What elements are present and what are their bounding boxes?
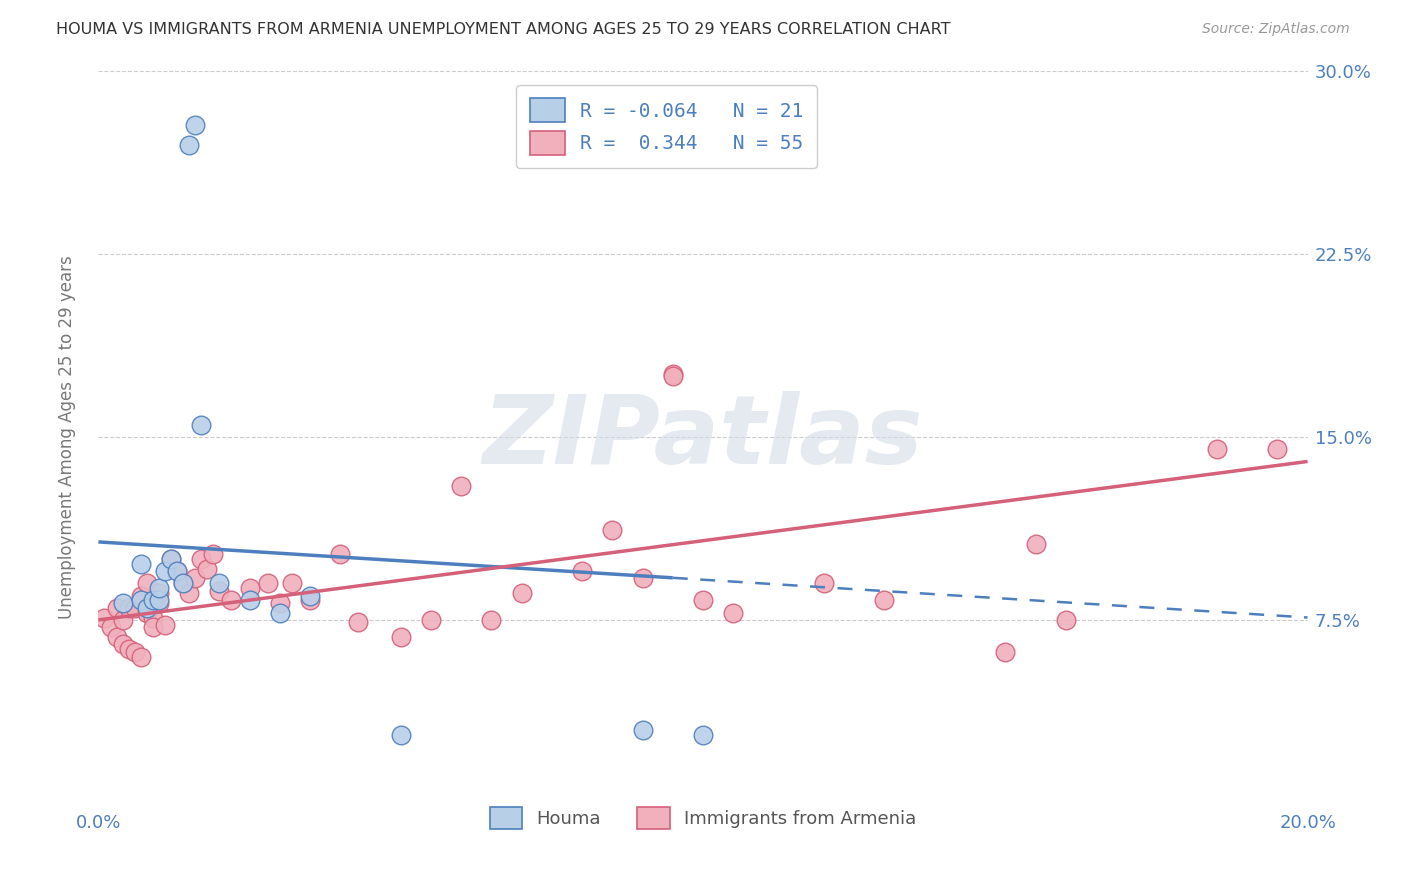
Point bbox=[269, 606, 291, 620]
Point bbox=[172, 576, 194, 591]
Text: Source: ZipAtlas.com: Source: ZipAtlas.com bbox=[1202, 22, 1350, 37]
Point bbox=[179, 586, 201, 600]
Point bbox=[153, 564, 176, 578]
Point bbox=[142, 610, 165, 624]
Text: ZIPatlas: ZIPatlas bbox=[482, 391, 924, 483]
Point bbox=[873, 593, 896, 607]
Point bbox=[135, 576, 157, 591]
Point bbox=[148, 593, 170, 607]
Point bbox=[994, 645, 1017, 659]
Point bbox=[100, 620, 122, 634]
Point bbox=[450, 479, 472, 493]
Point bbox=[389, 727, 412, 741]
Text: HOUMA VS IMMIGRANTS FROM ARMENIA UNEMPLOYMENT AMONG AGES 25 TO 29 YEARS CORRELAT: HOUMA VS IMMIGRANTS FROM ARMENIA UNEMPLO… bbox=[56, 22, 950, 37]
Point bbox=[389, 630, 412, 644]
Point bbox=[129, 557, 152, 571]
Point bbox=[571, 564, 593, 578]
Point bbox=[723, 606, 745, 620]
Point bbox=[111, 596, 134, 610]
Point bbox=[195, 562, 218, 576]
Point bbox=[160, 552, 183, 566]
Point bbox=[190, 552, 212, 566]
Point bbox=[661, 367, 683, 381]
Point bbox=[142, 593, 165, 607]
Point bbox=[118, 642, 141, 657]
Point bbox=[111, 613, 134, 627]
Point bbox=[118, 600, 141, 615]
Point bbox=[269, 596, 291, 610]
Point bbox=[1024, 537, 1046, 551]
Point bbox=[184, 118, 207, 132]
Point bbox=[105, 600, 128, 615]
Point bbox=[208, 576, 231, 591]
Point bbox=[281, 576, 304, 591]
Point bbox=[239, 593, 262, 607]
Point bbox=[184, 572, 207, 586]
Point bbox=[129, 649, 152, 664]
Point bbox=[208, 583, 231, 598]
Point bbox=[510, 586, 533, 600]
Point bbox=[124, 600, 146, 615]
Point bbox=[166, 564, 188, 578]
Point bbox=[1054, 613, 1077, 627]
Legend: Houma, Immigrants from Armenia: Houma, Immigrants from Armenia bbox=[481, 797, 925, 838]
Point bbox=[105, 630, 128, 644]
Point bbox=[135, 600, 157, 615]
Point bbox=[153, 617, 176, 632]
Point bbox=[631, 572, 654, 586]
Point bbox=[813, 576, 835, 591]
Point bbox=[221, 593, 243, 607]
Point bbox=[602, 523, 624, 537]
Point bbox=[256, 576, 278, 591]
Point bbox=[148, 581, 170, 595]
Point bbox=[142, 620, 165, 634]
Point bbox=[172, 576, 194, 591]
Point bbox=[148, 596, 170, 610]
Point bbox=[481, 613, 503, 627]
Point bbox=[124, 645, 146, 659]
Point bbox=[160, 552, 183, 566]
Point bbox=[129, 589, 152, 603]
Point bbox=[148, 586, 170, 600]
Point bbox=[661, 369, 683, 384]
Y-axis label: Unemployment Among Ages 25 to 29 years: Unemployment Among Ages 25 to 29 years bbox=[58, 255, 76, 619]
Point bbox=[129, 593, 152, 607]
Point bbox=[299, 593, 322, 607]
Point bbox=[135, 606, 157, 620]
Point bbox=[420, 613, 443, 627]
Point bbox=[1206, 442, 1229, 457]
Point bbox=[347, 615, 370, 630]
Point bbox=[190, 417, 212, 432]
Point bbox=[1267, 442, 1289, 457]
Point bbox=[166, 564, 188, 578]
Point bbox=[299, 589, 322, 603]
Point bbox=[631, 723, 654, 737]
Point bbox=[111, 637, 134, 651]
Point bbox=[179, 137, 201, 152]
Point bbox=[692, 593, 714, 607]
Point bbox=[329, 547, 352, 561]
Point bbox=[202, 547, 225, 561]
Point bbox=[239, 581, 262, 595]
Point bbox=[93, 610, 115, 624]
Point bbox=[692, 727, 714, 741]
